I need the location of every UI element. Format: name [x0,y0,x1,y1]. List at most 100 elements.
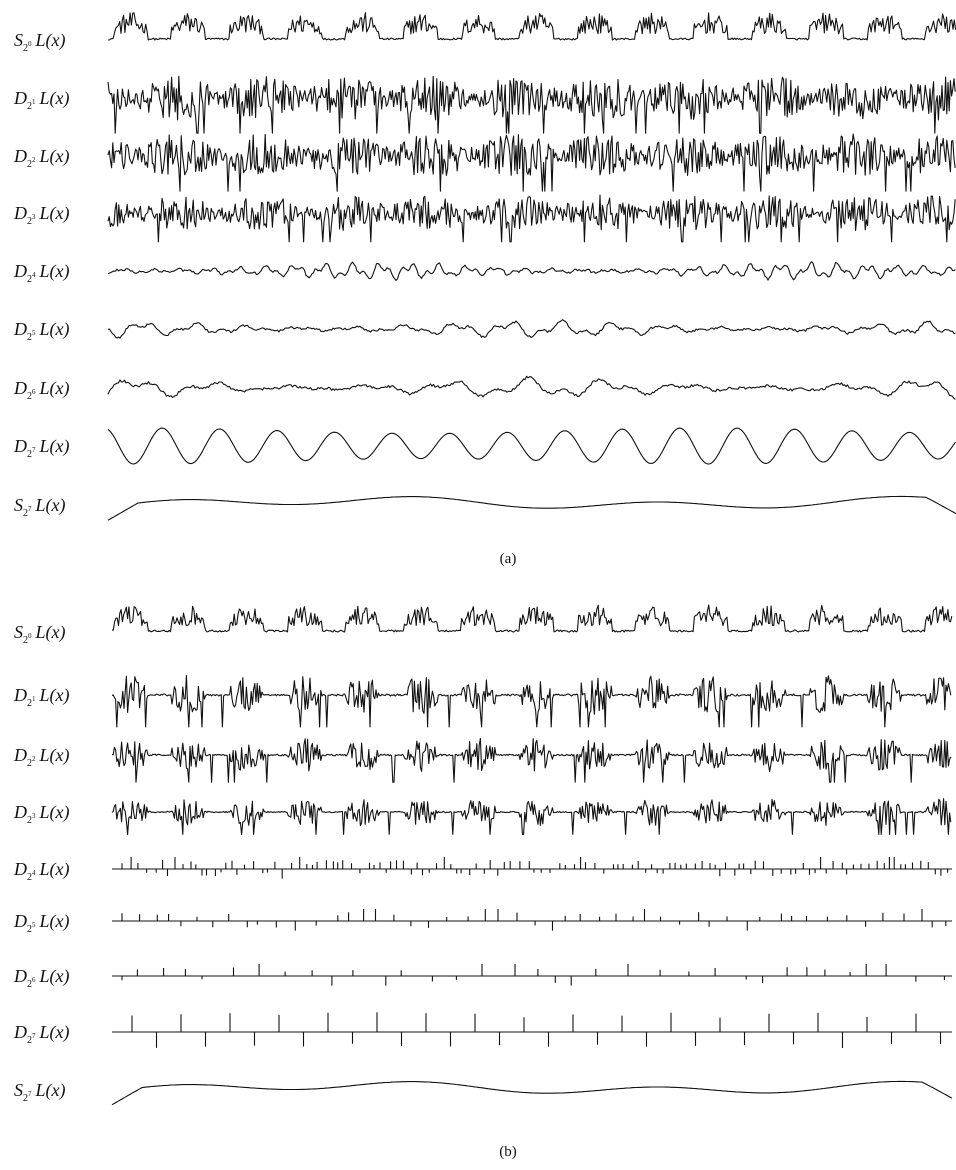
label-function: L(x) [39,146,70,167]
label-base: 2 [23,1093,28,1104]
label-exponent: 7 [32,1032,36,1040]
label-symbol: D [13,966,27,986]
waveform [111,737,952,783]
label-function: L(x) [39,802,70,823]
label-function: L(x) [35,30,66,51]
label-exponent: 7 [28,505,32,513]
waveform [112,857,952,879]
label-base: 2 [27,815,32,826]
waveform [108,12,956,41]
label-symbol: D [13,1022,27,1042]
label-symbol: S [14,1080,23,1100]
waveform [111,674,952,728]
waveform [107,75,956,134]
label-exponent: 2 [32,755,36,763]
label-exponent: 2 [32,156,36,164]
panel-caption: (a) [500,551,517,567]
waveform [107,427,956,465]
label-exponent: 5 [32,921,36,929]
label-base: 2 [27,1035,32,1046]
label-symbol: S [14,495,23,515]
label-exponent: 7 [32,446,36,454]
waveform [111,798,952,835]
label-base: 2 [27,872,32,883]
label-symbol: D [13,378,27,398]
label-base: 2 [27,698,32,709]
label-function: L(x) [35,495,66,516]
waveform [111,1080,953,1106]
label-function: L(x) [39,859,70,880]
label-exponent: 6 [32,388,36,396]
panel: S20 L(x)D21 L(x)D22 L(x)D23 L(x)D24 L(x)D25 L(… [13,12,956,567]
row-label: D27 L(x) [13,436,70,460]
label-exponent: 7 [28,1090,32,1098]
waveform [107,194,956,243]
waveform [107,375,956,400]
label-exponent: 3 [32,812,36,820]
row-label: D21 L(x) [13,88,70,112]
waveform [112,604,953,633]
label-base: 2 [23,43,28,54]
label-function: L(x) [35,622,66,643]
label-function: L(x) [35,1080,66,1101]
label-symbol: D [13,319,27,339]
label-base: 2 [27,101,32,112]
label-exponent: 3 [32,213,36,221]
label-symbol: S [14,622,23,642]
label-symbol: D [13,436,27,456]
label-exponent: 4 [32,869,36,877]
label-base: 2 [27,274,32,285]
row-label: D26 L(x) [13,378,70,402]
row-label: D25 L(x) [13,319,70,343]
label-base: 2 [27,159,32,170]
label-base: 2 [27,216,32,227]
row-label: D24 L(x) [13,859,70,883]
waveform [107,495,956,521]
waveform [108,319,956,339]
row-label: D23 L(x) [13,203,70,227]
label-function: L(x) [39,966,70,987]
row-label: D27 L(x) [13,1022,70,1046]
label-function: L(x) [39,1022,70,1043]
row-label: D23 L(x) [13,802,70,826]
row-label: D25 L(x) [13,911,70,935]
label-base: 2 [27,332,32,343]
label-symbol: D [13,146,27,166]
label-function: L(x) [39,319,70,340]
label-symbol: S [14,30,23,50]
label-exponent: 0 [28,40,32,48]
row-label: D24 L(x) [13,261,70,285]
panel-caption: (b) [499,1144,517,1160]
row-label: S27 L(x) [14,1080,66,1104]
label-symbol: D [13,88,27,108]
label-function: L(x) [39,911,70,932]
label-function: L(x) [39,436,70,457]
label-symbol: D [13,261,27,281]
label-function: L(x) [39,261,70,282]
row-label: S20 L(x) [14,30,66,54]
label-base: 2 [27,391,32,402]
label-symbol: D [13,859,27,879]
row-label: S27 L(x) [14,495,66,519]
label-base: 2 [27,758,32,769]
label-exponent: 1 [32,695,36,703]
panel: S20 L(x)D21 L(x)D22 L(x)D23 L(x)D24 L(x)D25 L(… [13,604,953,1160]
label-base: 2 [27,924,32,935]
label-base: 2 [27,979,32,990]
label-symbol: D [13,745,27,765]
waveform [107,133,956,192]
label-symbol: D [13,685,27,705]
label-function: L(x) [39,88,70,109]
waveform [112,964,952,986]
label-symbol: D [13,911,27,931]
label-base: 2 [23,635,28,646]
waveform [112,909,952,931]
label-symbol: D [13,203,27,223]
label-exponent: 4 [32,271,36,279]
row-label: D21 L(x) [13,685,70,709]
label-function: L(x) [39,745,70,766]
label-function: L(x) [39,685,70,706]
label-exponent: 5 [32,329,36,337]
row-label: D22 L(x) [13,745,70,769]
